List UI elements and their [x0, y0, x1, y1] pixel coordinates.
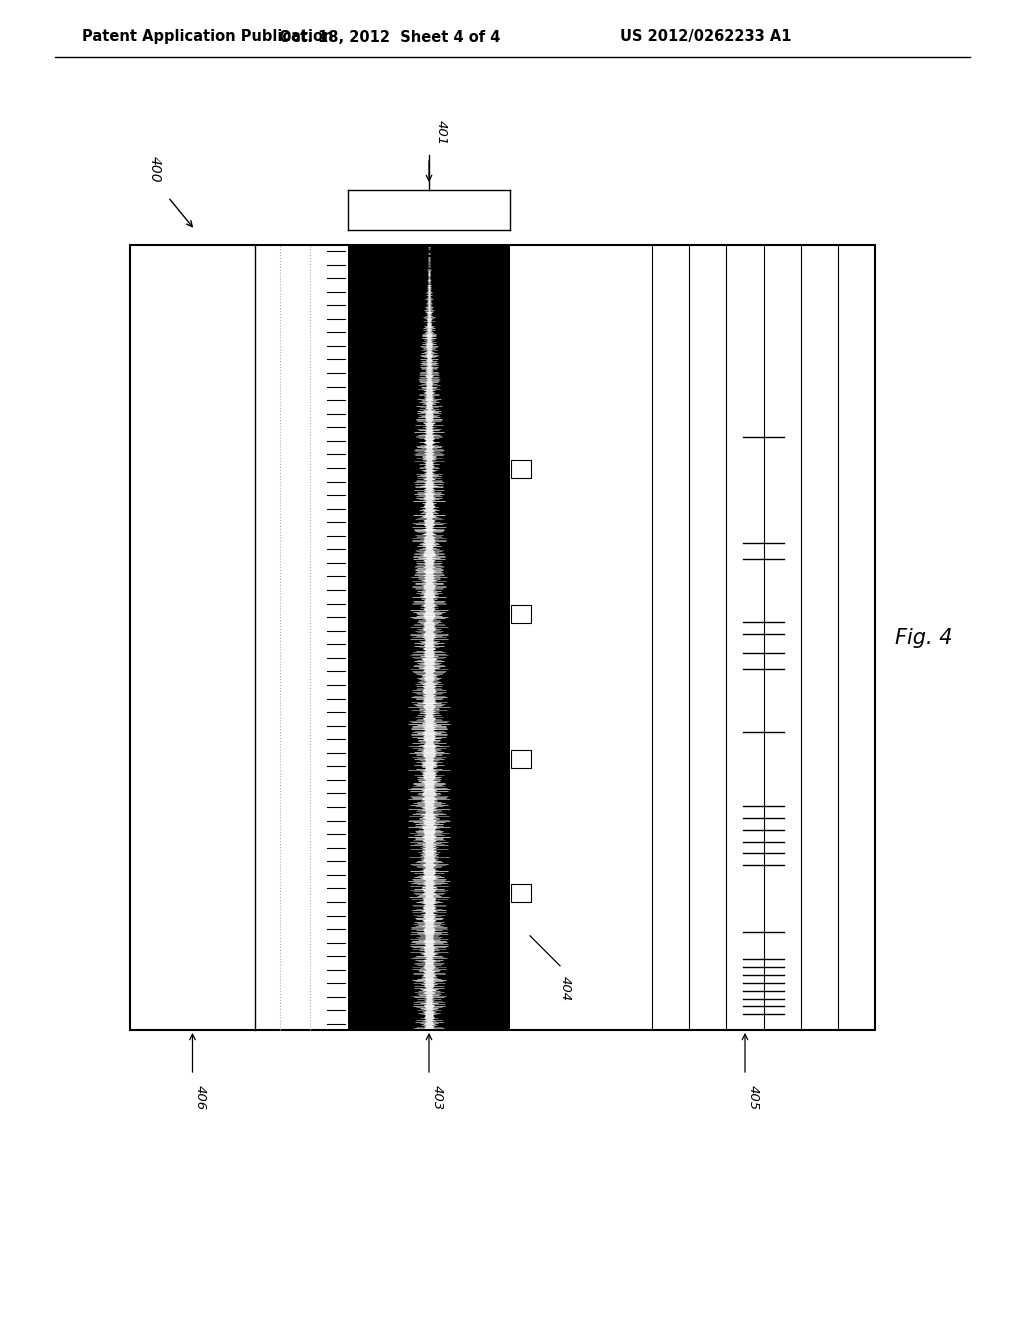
Text: 403: 403 [430, 1085, 443, 1110]
Bar [511, 883, 531, 902]
Text: Fig. 4: Fig. 4 [895, 627, 952, 648]
Bar [348, 246, 510, 1030]
Text: Patent Application Publication: Patent Application Publication [82, 29, 334, 45]
Bar [511, 459, 531, 478]
Text: 405: 405 [746, 1085, 760, 1110]
Text: US 2012/0262233 A1: US 2012/0262233 A1 [620, 29, 792, 45]
Text: Oct. 18, 2012  Sheet 4 of 4: Oct. 18, 2012 Sheet 4 of 4 [280, 29, 501, 45]
Text: 406: 406 [194, 1085, 207, 1110]
Bar [511, 750, 531, 768]
Text: 400: 400 [148, 156, 162, 183]
Text: 404: 404 [558, 975, 571, 1001]
Bar [130, 246, 874, 1030]
Bar [511, 605, 531, 623]
Text: 401: 401 [434, 120, 447, 145]
